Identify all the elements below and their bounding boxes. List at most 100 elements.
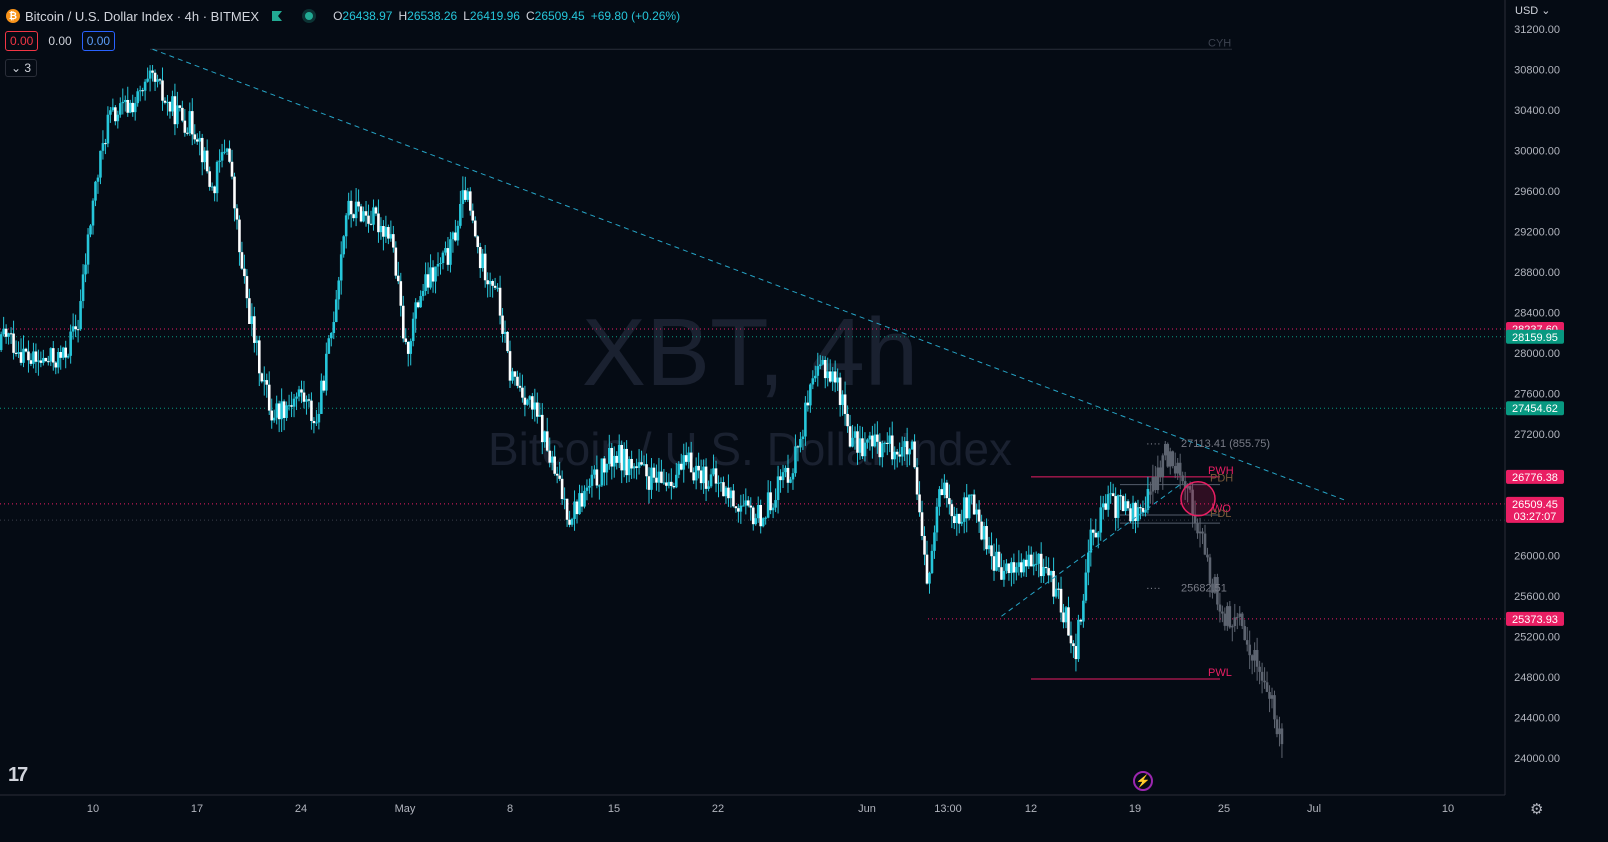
y-tick-label[interactable]: 28800.00 [1514, 267, 1560, 279]
price-candle [1062, 612, 1065, 623]
flag-icon[interactable] [271, 10, 283, 22]
price-candle [238, 219, 241, 253]
currency-selector[interactable]: USD ⌄ [1515, 5, 1551, 17]
projection-candle [1208, 557, 1212, 584]
price-candle [1131, 502, 1135, 522]
symbol-title[interactable]: Bitcoin / U.S. Dollar Index · 4h · BITME… [25, 8, 260, 24]
projection-candle [1228, 606, 1232, 628]
price-candle [138, 90, 142, 92]
price-candle [96, 177, 100, 182]
price-candle [585, 487, 589, 491]
y-tick-label[interactable]: 28400.00 [1514, 308, 1560, 320]
highlight-circle[interactable] [1180, 481, 1216, 517]
sell-button[interactable]: 0.00 [5, 31, 39, 51]
price-candle [657, 471, 661, 483]
y-tick-label[interactable]: 24000.00 [1514, 753, 1560, 765]
price-candle [141, 90, 144, 92]
price-candle [414, 302, 417, 319]
spread-value: 0.00 [48, 34, 72, 48]
y-tick-label[interactable]: 24400.00 [1514, 713, 1560, 725]
x-tick-label[interactable]: 10 [87, 803, 99, 815]
price-candle [950, 504, 954, 517]
tradingview-logo-icon[interactable]: 17 [8, 764, 28, 786]
gear-icon[interactable]: ⚙ [1530, 801, 1544, 818]
price-candle [235, 208, 239, 220]
price-candle [421, 290, 425, 297]
x-tick-label[interactable]: 15 [608, 803, 620, 815]
price-candle [635, 466, 638, 468]
price-candle [506, 331, 509, 352]
x-tick-label[interactable]: 25 [1218, 803, 1230, 815]
projection-candle [1216, 577, 1219, 605]
y-tick-label[interactable]: 30800.00 [1514, 65, 1560, 77]
price-candle [692, 472, 695, 481]
price-candle [779, 476, 782, 481]
x-tick-label[interactable]: 13:00 [934, 803, 962, 815]
x-tick-label[interactable]: 17 [191, 803, 203, 815]
price-candle [327, 338, 331, 354]
price-candle [1015, 566, 1018, 573]
x-tick-label[interactable]: Jul [1307, 803, 1321, 815]
price-label-box [1506, 611, 1564, 626]
x-tick-label[interactable]: Jun [858, 803, 876, 815]
y-tick-label[interactable]: 24800.00 [1514, 672, 1560, 684]
price-candle [1141, 508, 1145, 513]
price-candle [394, 247, 398, 276]
price-candle [583, 490, 586, 507]
price-candle [759, 505, 762, 527]
y-tick-label[interactable]: 25200.00 [1514, 632, 1560, 644]
price-candle [250, 316, 254, 324]
price-label-box [1506, 469, 1564, 484]
x-tick-label[interactable]: 8 [507, 803, 513, 815]
price-candle [881, 443, 884, 458]
price-candle [545, 431, 549, 451]
price-candle [466, 191, 470, 200]
price-candle [76, 329, 80, 331]
buy-button[interactable]: 0.00 [81, 31, 116, 51]
price-candle [550, 456, 554, 463]
x-tick-label[interactable]: 24 [295, 803, 307, 815]
projection-candle [1161, 455, 1165, 478]
projection-candle [1238, 613, 1242, 617]
price-candle [1067, 607, 1070, 636]
y-tick-label[interactable]: 30400.00 [1514, 105, 1560, 117]
y-tick-label[interactable]: 27200.00 [1514, 429, 1560, 441]
ascending-trendline[interactable] [1001, 484, 1181, 617]
y-tick-label[interactable]: 31200.00 [1514, 24, 1560, 36]
price-candle [382, 225, 385, 237]
x-tick-label[interactable]: 22 [712, 803, 724, 815]
x-tick-label[interactable]: 10 [1442, 803, 1454, 815]
ohlc-values: O 26438.97 H 26538.26 L 26419.96 C 26509.45 … [333, 9, 681, 23]
x-tick-label[interactable]: 19 [1129, 803, 1141, 815]
x-tick-label[interactable]: May [395, 803, 416, 815]
price-candle [709, 474, 713, 487]
price-candle [970, 494, 973, 496]
price-candle [712, 468, 715, 475]
y-tick-label[interactable]: 30000.00 [1514, 146, 1560, 158]
price-candle [771, 507, 775, 511]
price-candle [600, 458, 604, 486]
price-candle [1114, 496, 1117, 518]
price-candle [146, 78, 149, 82]
price-candle [913, 441, 916, 468]
indicators-toggle[interactable]: ⌄ 3 [5, 59, 38, 77]
y-tick-label[interactable]: 29600.00 [1514, 186, 1560, 198]
y-tick-label[interactable]: 27600.00 [1514, 389, 1560, 401]
price-candle [166, 101, 169, 103]
y-tick-label[interactable]: 28000.00 [1514, 348, 1560, 360]
y-tick-label[interactable]: 25600.00 [1514, 591, 1560, 603]
level-label-pdl: PDL [1210, 508, 1231, 520]
projection-candle [1260, 671, 1264, 681]
price-candle [831, 371, 834, 382]
price-candle [456, 225, 460, 241]
price-candle [682, 455, 686, 470]
y-tick-label[interactable]: 29200.00 [1514, 227, 1560, 239]
price-candle [761, 518, 765, 527]
lightning-icon[interactable]: ⚡ [1133, 771, 1153, 791]
x-tick-label[interactable]: 12 [1025, 803, 1037, 815]
price-candle [866, 439, 869, 443]
price-candle [523, 397, 527, 405]
y-tick-label[interactable]: 26000.00 [1514, 551, 1560, 563]
price-candle [109, 110, 112, 115]
